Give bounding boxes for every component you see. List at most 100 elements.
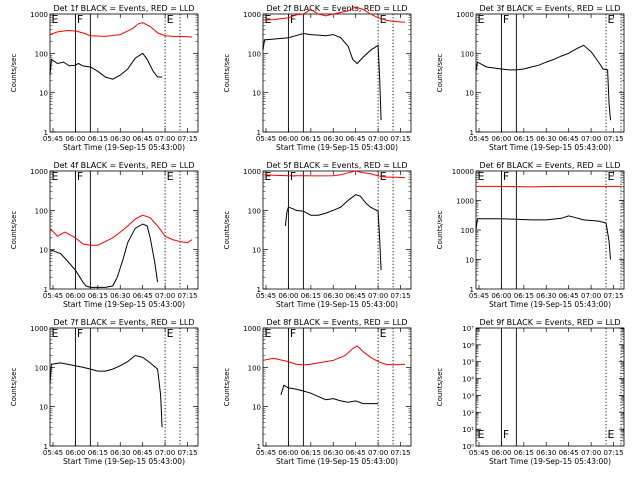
x-tick-label: 06:15 — [514, 135, 534, 143]
x-tick-label: 07:00 — [155, 135, 175, 143]
x-tick-label: 07:00 — [368, 135, 388, 143]
x-tick-label: 06:00 — [491, 135, 511, 143]
detector-plot-6: Det 6f BLACK = Events, RED = LLD 1 10 100 10… — [436, 161, 625, 309]
y-tick-label: 10 — [465, 257, 474, 265]
x-tick-label: 06:15 — [301, 449, 321, 457]
x-tick-label: 06:00 — [278, 449, 298, 457]
x-tick-label: 06:30 — [536, 449, 556, 457]
flag-label: E — [608, 428, 615, 441]
flag-label: E — [477, 170, 484, 183]
y-tick-label: 1 — [257, 443, 261, 451]
detector-plot-1: Det 1f BLACK = Events, RED = LLD 1 10 100 10… — [10, 4, 199, 152]
y-tick-label: 10⁰ — [462, 443, 474, 451]
x-tick-label: 06:30 — [323, 292, 343, 300]
lld-series-line — [262, 170, 406, 179]
x-tick-label: 07:15 — [177, 135, 197, 143]
flag-label: E — [264, 170, 271, 183]
x-tick-label: 06:30 — [110, 292, 130, 300]
y-tick-label: 10 — [252, 90, 261, 98]
flag-label: F — [77, 327, 83, 340]
y-tick-label: 1000 — [30, 325, 48, 333]
flag-label: F — [290, 170, 296, 183]
flag-label: F — [503, 13, 509, 26]
detector-plot-7: Det 7f BLACK = Events, RED = LLD 1 10 100 10… — [10, 318, 199, 466]
y-axis-label: Counts/sec — [10, 54, 18, 93]
x-tick-label: 05:45 — [469, 449, 489, 457]
y-tick-label: 10⁵ — [462, 359, 474, 367]
y-tick-label: 100 — [35, 207, 48, 215]
detector-plot-8: Det 8f BLACK = Events, RED = LLD 1 10 100 10… — [223, 318, 412, 466]
y-tick-label: 100 — [35, 364, 48, 372]
plot-frame — [475, 327, 625, 447]
x-axis-label: Start Time (19-Sep-15 05:43:00) — [276, 457, 398, 466]
y-tick-label: 10 — [39, 404, 48, 412]
plot-title: Det 7f BLACK = Events, RED = LLD — [53, 318, 194, 327]
detector-plot-9: Det 9f BLACK = Events, RED = LLD 10⁰ 10¹ 10… — [436, 318, 625, 466]
x-tick-label: 06:00 — [65, 135, 85, 143]
x-tick-label: 06:45 — [559, 449, 579, 457]
x-tick-label: 06:00 — [491, 449, 511, 457]
plot-frame — [49, 170, 199, 290]
x-tick-label: 06:30 — [110, 135, 130, 143]
y-axis-label: Counts/sec — [223, 368, 231, 407]
x-tick-label: 07:15 — [390, 135, 410, 143]
x-tick-label: 06:30 — [536, 292, 556, 300]
y-tick-label: 10 — [252, 247, 261, 255]
x-tick-label: 06:45 — [346, 135, 366, 143]
plot-title: Det 1f BLACK = Events, RED = LLD — [53, 4, 194, 13]
x-tick-label: 05:45 — [256, 449, 276, 457]
flag-label: F — [503, 428, 509, 441]
x-tick-label: 06:30 — [110, 449, 130, 457]
x-tick-label: 06:15 — [514, 449, 534, 457]
detector-plot-2: Det 2f BLACK = Events, RED = LLD 1 10 100 10… — [223, 4, 412, 152]
y-axis-label: Counts/sec — [436, 211, 444, 250]
x-tick-label: 05:45 — [256, 292, 276, 300]
x-tick-label: 06:45 — [133, 135, 153, 143]
x-tick-label: 06:15 — [301, 292, 321, 300]
y-axis-label: Counts/sec — [10, 368, 18, 407]
flag-label: E — [51, 13, 58, 26]
x-tick-label: 05:45 — [43, 292, 63, 300]
flag-label: E — [477, 13, 484, 26]
x-tick-label: 07:00 — [581, 292, 601, 300]
flag-label: F — [290, 327, 296, 340]
x-tick-label: 06:00 — [65, 292, 85, 300]
plot-title: Det 5f BLACK = Events, RED = LLD — [266, 161, 407, 170]
y-tick-label: 1 — [470, 129, 474, 137]
plot-frame — [262, 170, 412, 290]
x-tick-label: 06:15 — [514, 292, 534, 300]
plot-frame — [49, 327, 199, 447]
plot-frame — [262, 327, 412, 447]
events-series-line — [475, 44, 611, 121]
flag-label: F — [503, 170, 509, 183]
x-tick-label: 05:45 — [469, 292, 489, 300]
y-tick-label: 100 — [248, 50, 261, 58]
y-tick-label: 10 — [252, 404, 261, 412]
x-tick-label: 06:00 — [278, 135, 298, 143]
x-tick-label: 07:15 — [177, 292, 197, 300]
x-tick-label: 07:15 — [603, 135, 623, 143]
x-tick-label: 07:00 — [368, 449, 388, 457]
plot-frame — [475, 13, 625, 133]
y-tick-label: 1000 — [456, 11, 474, 19]
y-tick-label: 10000 — [452, 168, 474, 176]
y-tick-label: 100 — [248, 207, 261, 215]
y-tick-label: 1000 — [30, 11, 48, 19]
y-tick-label: 1000 — [456, 198, 474, 206]
flag-label: F — [77, 13, 83, 26]
x-tick-label: 06:30 — [536, 135, 556, 143]
y-tick-label: 10⁴ — [462, 376, 474, 384]
x-axis-label: Start Time (19-Sep-15 05:43:00) — [276, 143, 398, 152]
flag-label: E — [608, 13, 615, 26]
y-axis-label: Counts/sec — [436, 368, 444, 407]
x-axis-label: Start Time (19-Sep-15 05:43:00) — [63, 457, 185, 466]
x-tick-label: 06:45 — [346, 449, 366, 457]
y-tick-label: 10 — [39, 247, 48, 255]
y-tick-label: 10⁷ — [462, 325, 474, 333]
lld-series-line — [262, 345, 406, 366]
flag-label: E — [477, 428, 484, 441]
y-tick-label: 100 — [461, 50, 474, 58]
x-tick-label: 06:45 — [346, 292, 366, 300]
x-axis-label: Start Time (19-Sep-15 05:43:00) — [276, 300, 398, 309]
